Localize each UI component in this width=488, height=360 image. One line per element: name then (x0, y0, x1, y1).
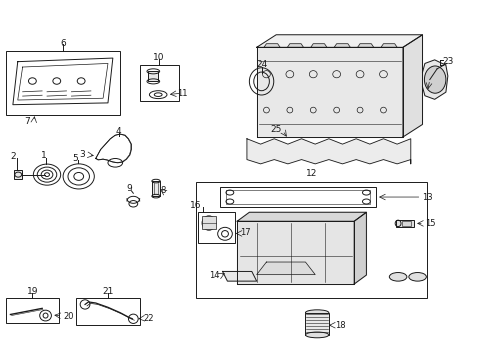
Bar (198, 212, 234, 243)
Text: 8: 8 (161, 185, 166, 194)
Polygon shape (246, 139, 410, 164)
Polygon shape (256, 262, 315, 275)
Bar (220, 187, 375, 207)
Text: 19: 19 (26, 287, 38, 296)
Polygon shape (222, 271, 256, 281)
Polygon shape (310, 44, 326, 47)
Text: 2: 2 (10, 152, 16, 161)
Text: 24: 24 (255, 60, 266, 69)
Ellipse shape (305, 310, 328, 316)
Ellipse shape (202, 216, 215, 230)
Bar (140, 65, 178, 101)
Polygon shape (357, 44, 373, 47)
Text: 1: 1 (41, 151, 46, 160)
Polygon shape (380, 44, 396, 47)
Bar (14, 170, 22, 179)
Text: 18: 18 (334, 321, 345, 330)
Text: 10: 10 (153, 53, 164, 62)
Ellipse shape (305, 332, 328, 338)
Polygon shape (402, 35, 422, 137)
Bar (202, 216, 215, 229)
Bar (76, 298, 140, 325)
Text: 15: 15 (424, 219, 434, 228)
Text: 21: 21 (102, 287, 113, 296)
Text: 23: 23 (442, 57, 453, 66)
Bar (148, 71, 158, 81)
Text: 3: 3 (80, 150, 85, 159)
Text: 7: 7 (24, 117, 30, 126)
Ellipse shape (388, 273, 406, 281)
Text: 6: 6 (60, 39, 65, 48)
Text: 13: 13 (422, 193, 432, 202)
Polygon shape (353, 212, 366, 284)
Polygon shape (422, 60, 447, 99)
Bar (195, 182, 427, 298)
Polygon shape (237, 212, 366, 221)
Bar (5, 298, 59, 323)
Bar (395, 220, 413, 226)
Text: 9: 9 (126, 184, 132, 193)
Text: 4: 4 (116, 127, 121, 136)
Bar (5, 51, 120, 116)
Polygon shape (333, 44, 349, 47)
Text: 12: 12 (305, 170, 317, 179)
Text: 25: 25 (270, 125, 281, 134)
Text: 14: 14 (208, 270, 219, 279)
Text: 17: 17 (239, 228, 250, 237)
Bar (152, 181, 160, 196)
Text: 5: 5 (72, 154, 78, 163)
Ellipse shape (408, 273, 426, 281)
Polygon shape (256, 35, 422, 47)
Polygon shape (287, 44, 303, 47)
Bar (305, 313, 328, 335)
Text: 22: 22 (143, 314, 154, 323)
Bar (402, 221, 410, 226)
Polygon shape (264, 44, 280, 47)
Ellipse shape (424, 66, 445, 93)
Text: 16: 16 (190, 201, 201, 210)
Text: 20: 20 (63, 312, 74, 321)
Text: 11: 11 (177, 89, 187, 98)
Polygon shape (256, 47, 402, 137)
Polygon shape (237, 221, 353, 284)
Bar (225, 190, 369, 204)
